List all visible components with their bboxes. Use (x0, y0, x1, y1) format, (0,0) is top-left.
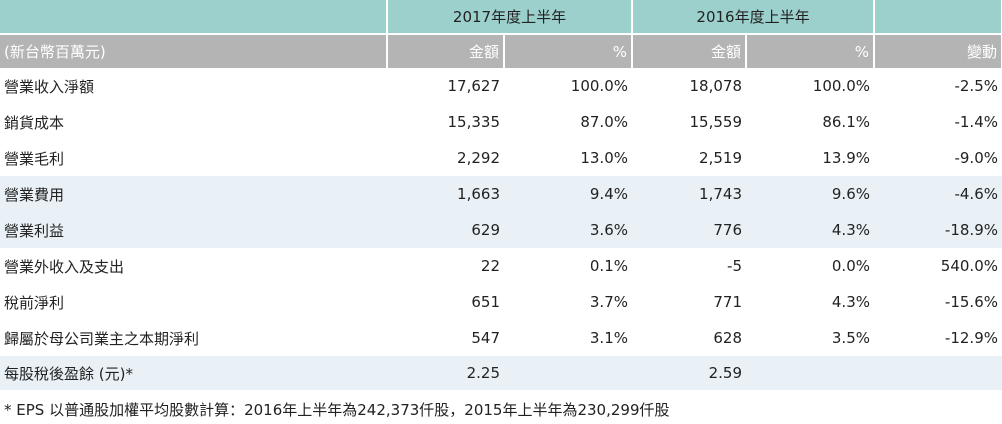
pct-2017-cell: 3.7% (589, 293, 628, 311)
pct-2017-cell (504, 356, 632, 390)
row-label: 每股稅後盈餘 (元)* (0, 356, 387, 390)
column-header-row: (新台幣百萬元) 金額 % 金額 % 變動 (0, 34, 1002, 68)
amount-2017-cell: 22 (480, 257, 500, 275)
pct-2017-cell: 3.1% (589, 329, 628, 347)
pct-2016-cell: 13.9% (822, 149, 870, 167)
pct-2016-cell: 3.5% (831, 329, 870, 347)
amount-2017-cell: 17,627 (447, 77, 501, 95)
pct-2016-cell: 86.1% (822, 113, 870, 131)
pct-2016-cell: 4.3% (746, 212, 874, 248)
amount-2016-header: 金額 (632, 34, 747, 68)
eps-footnote: * EPS 以普通股加權平均股數計算：2016年上半年為242,373仟股，20… (4, 401, 670, 419)
amount-2016-cell: 628 (713, 329, 742, 347)
change-cell (874, 356, 1002, 390)
amount-2017-cell: 2.25 (387, 356, 504, 390)
income-statement-table: 2017年度上半年 2016年度上半年 (新台幣百萬元) 金額 % 金額 % 變… (0, 0, 1002, 390)
table-row-eps: 每股稅後盈餘 (元)* 2.25 2.59 (0, 356, 1002, 390)
period-2017-header: 2017年度上半年 (387, 0, 633, 35)
amount-2016-cell: 18,078 (689, 77, 743, 95)
row-label: 稅前淨利 (4, 293, 65, 312)
pct-2016-header: % (746, 34, 875, 68)
change-cell: -18.9% (874, 212, 1002, 248)
table-row: 營業收入淨額 17,627 100.0% 18,078 100.0% -2.5% (0, 68, 1002, 104)
amount-2016-cell: 2,519 (699, 149, 742, 167)
table-row: 歸屬於母公司業主之本期淨利 547 3.1% 628 3.5% -12.9% (0, 320, 1002, 356)
amount-2016-cell: 2.59 (632, 356, 746, 390)
row-label: 營業利益 (0, 212, 387, 248)
change-cell: -1.4% (954, 113, 998, 131)
row-label: 歸屬於母公司業主之本期淨利 (4, 329, 200, 348)
pct-2016-cell: 9.6% (746, 176, 874, 212)
header-blank-cell (874, 0, 1002, 35)
amount-2017-header: 金額 (387, 34, 505, 68)
unit-label: (新台幣百萬元) (0, 34, 388, 68)
change-cell: -4.6% (874, 176, 1002, 212)
pct-2016-cell: 4.3% (831, 293, 870, 311)
row-label: 銷貨成本 (4, 113, 65, 132)
amount-2017-cell: 2,292 (457, 149, 500, 167)
amount-2016-cell: 776 (632, 212, 746, 248)
pct-2017-cell: 87.0% (580, 113, 628, 131)
change-cell: -9.0% (954, 149, 998, 167)
row-label: 營業毛利 (4, 149, 65, 168)
pct-2017-cell: 9.4% (504, 176, 632, 212)
amount-2017-cell: 15,335 (447, 113, 501, 131)
change-header: 變動 (874, 34, 1002, 68)
table-row: 銷貨成本 15,335 87.0% 15,559 86.1% -1.4% (0, 104, 1002, 140)
table-row: 營業費用 1,663 9.4% 1,743 9.6% -4.6% (0, 176, 1002, 212)
amount-2016-cell: 771 (713, 293, 742, 311)
period-2016-header: 2016年度上半年 (632, 0, 875, 35)
amount-2016-cell: -5 (727, 257, 742, 275)
table-row: 營業外收入及支出 22 0.1% -5 0.0% 540.0% (0, 248, 1002, 284)
pct-2017-cell: 13.0% (580, 149, 628, 167)
amount-2016-cell: 1,743 (632, 176, 746, 212)
pct-2017-cell: 0.1% (589, 257, 628, 275)
amount-2016-cell: 15,559 (689, 113, 743, 131)
pct-2017-header: % (504, 34, 633, 68)
change-cell: -15.6% (944, 293, 998, 311)
pct-2017-cell: 100.0% (570, 77, 628, 95)
row-label: 營業費用 (0, 176, 387, 212)
table-row: 營業利益 629 3.6% 776 4.3% -18.9% (0, 212, 1002, 248)
amount-2017-cell: 1,663 (387, 176, 504, 212)
header-blank-cell (0, 0, 388, 35)
change-cell: -12.9% (944, 329, 998, 347)
pct-2017-cell: 3.6% (504, 212, 632, 248)
pct-2016-cell: 100.0% (812, 77, 870, 95)
row-label: 營業收入淨額 (4, 77, 95, 96)
table-row: 稅前淨利 651 3.7% 771 4.3% -15.6% (0, 284, 1002, 320)
period-header-row: 2017年度上半年 2016年度上半年 (0, 0, 1002, 35)
change-cell: -2.5% (954, 77, 998, 95)
pct-2016-cell (746, 356, 874, 390)
table-row: 營業毛利 2,292 13.0% 2,519 13.9% -9.0% (0, 140, 1002, 176)
change-cell: 540.0% (940, 257, 998, 275)
amount-2017-cell: 547 (471, 329, 500, 347)
pct-2016-cell: 0.0% (831, 257, 870, 275)
amount-2017-cell: 651 (471, 293, 500, 311)
row-label: 營業外收入及支出 (4, 257, 125, 276)
amount-2017-cell: 629 (387, 212, 504, 248)
